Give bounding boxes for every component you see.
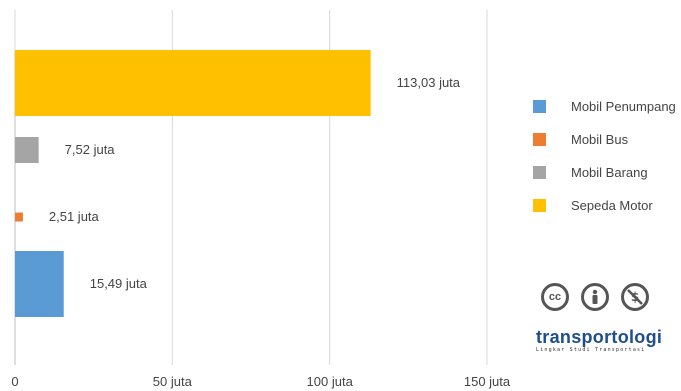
attribution-icon bbox=[581, 283, 609, 311]
data-label: 2,51 juta bbox=[49, 209, 100, 224]
legend-swatch bbox=[533, 166, 546, 179]
legend-label: Mobil Bus bbox=[571, 132, 629, 147]
legend-label: Mobil Penumpang bbox=[571, 99, 676, 114]
legend-label: Sepeda Motor bbox=[571, 198, 653, 213]
legend-item-mobil-bus: Mobil Bus bbox=[533, 123, 676, 156]
legend-item-mobil-barang: Mobil Barang bbox=[533, 156, 676, 189]
legend-item-sepeda-motor: Sepeda Motor bbox=[533, 189, 676, 222]
x-tick-label: 100 juta bbox=[307, 374, 354, 389]
legend-swatch bbox=[533, 133, 546, 146]
legend-item-mobil-penumpang: Mobil Penumpang bbox=[533, 90, 676, 123]
bar bbox=[15, 251, 64, 317]
bar bbox=[15, 137, 39, 163]
brand-logo: transportologi Lingkar Studi Transportas… bbox=[536, 327, 662, 354]
bar bbox=[15, 50, 371, 116]
legend-swatch bbox=[533, 199, 546, 212]
bar bbox=[15, 212, 23, 222]
data-label: 15,49 juta bbox=[90, 276, 148, 291]
noncommercial-icon: $ bbox=[621, 283, 649, 311]
x-tick-label: 0 bbox=[11, 374, 18, 389]
creative-commons-icon: cc bbox=[541, 283, 569, 311]
person-glyph bbox=[592, 289, 598, 304]
x-tick-label: 50 juta bbox=[153, 374, 193, 389]
chart-legend: Mobil Penumpang Mobil Bus Mobil Barang S… bbox=[533, 90, 676, 222]
brand-tagline: Lingkar Studi Transportasi bbox=[536, 347, 646, 353]
data-label: 7,52 juta bbox=[65, 142, 116, 157]
x-tick-label: 150 juta bbox=[464, 374, 511, 389]
legend-label: Mobil Barang bbox=[571, 165, 648, 180]
data-label: 113,03 juta bbox=[397, 75, 461, 90]
license-icons: cc $ bbox=[541, 283, 649, 311]
brand-name: transportologi bbox=[536, 327, 663, 347]
legend-swatch bbox=[533, 100, 546, 113]
no-dollar-glyph: $ bbox=[627, 289, 643, 305]
